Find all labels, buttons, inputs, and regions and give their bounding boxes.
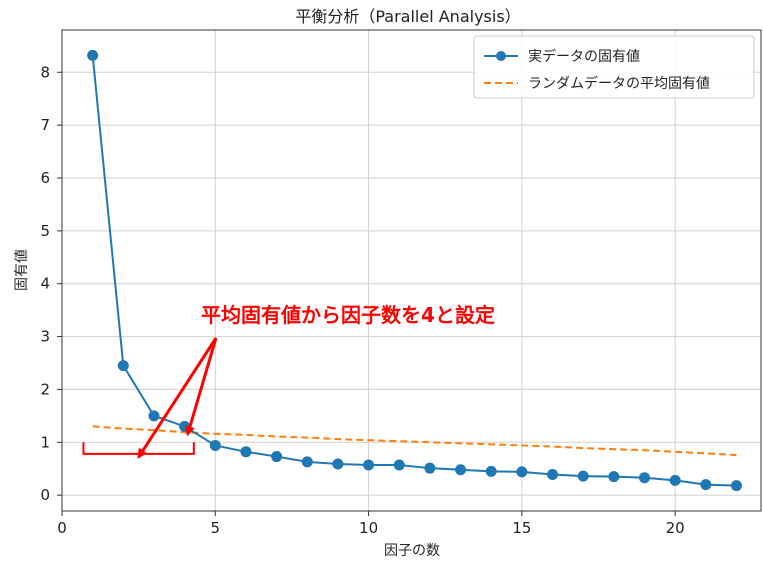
series-real-point [148,410,160,422]
series-real-point [209,439,221,451]
series-real-point [393,459,405,471]
y-tick-label: 6 [40,169,50,187]
legend-label-random: ランダムデータの平均固有値 [528,75,710,92]
series-real-point [240,446,252,458]
chart-title: 平衡分析（Parallel Analysis） [295,7,520,26]
y-axis-label: 固有値 [14,249,30,291]
series-real-point [700,479,712,491]
y-tick-label: 7 [40,116,50,134]
x-tick-label: 20 [666,519,685,537]
y-tick-label: 3 [40,328,50,346]
series-real-point [730,480,742,492]
annotation: 平均固有値から因子数を4と設定 [82,303,495,459]
series [87,49,742,492]
x-axis-label: 因子の数 [384,543,440,559]
y-tick-label: 8 [40,63,50,81]
series-real-point [669,474,681,486]
series-real-point [608,471,620,483]
y-tick-label: 5 [40,222,50,240]
x-tick-label: 5 [211,519,221,537]
legend-box [473,35,755,99]
series-real-point [455,464,467,476]
series-random-line [92,425,737,456]
annotation-arrow-to-point [185,337,218,437]
series-real-point [87,49,99,61]
series-real-point [117,360,129,372]
x-tick-label: 15 [512,519,531,537]
y-tick-label: 0 [40,486,50,504]
series-real-point [363,459,375,471]
x-tick-label: 10 [359,519,378,537]
annotation-bracket [82,442,195,455]
axis-ticks: 0 5 10 15 20 0 1 2 3 4 5 6 7 8 [40,63,684,537]
legend-marker-real [496,51,506,61]
series-real-point [516,466,528,478]
series-real-point [271,451,283,463]
series-real-line [91,55,737,487]
x-tick-label: 0 [57,519,67,537]
y-tick-label: 1 [40,433,50,451]
plot-frame [61,29,762,512]
series-real-point [301,456,313,468]
series-real-point [547,469,559,481]
grid [61,30,761,511]
legend: 実データの固有値 ランダムデータの平均固有値 [473,35,755,99]
annotation-text: 平均固有値から因子数を4と設定 [201,303,495,327]
series-real-point [424,462,436,474]
series-real-point [577,470,589,482]
y-tick-label: 2 [40,380,50,398]
y-tick-label: 4 [40,275,50,293]
series-real-point [639,472,650,484]
annotation-arrow-to-bracket [137,337,218,459]
series-real-point [485,465,497,477]
legend-label-real: 実データの固有値 [528,48,640,65]
series-real-point [332,458,344,470]
